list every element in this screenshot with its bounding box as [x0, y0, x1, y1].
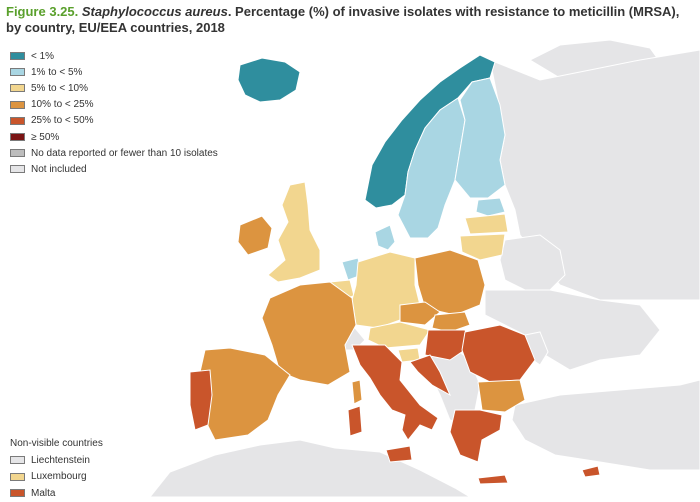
legend-swatch [10, 149, 25, 158]
region-portugal [189, 369, 213, 431]
legend-item-nodata: No data reported or fewer than 10 isolat… [10, 145, 218, 161]
region-poland [414, 249, 486, 316]
region-greece [449, 409, 503, 463]
region-lithuania [459, 233, 506, 261]
region-czechia [399, 301, 441, 326]
region-crete [477, 474, 509, 485]
region-italy [351, 344, 439, 441]
legend-swatch [10, 116, 25, 125]
non-visible-countries: Non-visible countries Liechtenstein Luxe… [10, 438, 103, 502]
region-austria [367, 321, 431, 349]
non-visible-label: Malta [31, 487, 56, 499]
non-visible-swatch [10, 472, 25, 481]
legend-swatch [10, 133, 25, 142]
legend-label: No data reported or fewer than 10 isolat… [31, 147, 218, 159]
legend-item-lt1: < 1% [10, 48, 218, 64]
region-bulgaria [477, 379, 526, 413]
non-visible-label: Liechtenstein [31, 454, 90, 466]
region-cyprus [581, 465, 601, 478]
non-visible-item: Luxembourg [10, 469, 103, 486]
legend-label: 5% to < 10% [31, 82, 88, 94]
non-visible-item: Liechtenstein [10, 452, 103, 469]
legend-item-10to25: 10% to < 25% [10, 97, 218, 113]
region-denmark [374, 224, 396, 251]
non-visible-swatch [10, 489, 25, 498]
legend-label: ≥ 50% [31, 131, 60, 143]
region-estonia [475, 197, 506, 217]
region-slovakia [431, 311, 471, 333]
figure-number: Figure 3.25. [6, 4, 79, 19]
legend-label: 25% to < 50% [31, 115, 94, 127]
legend-item-5to10: 5% to < 10% [10, 80, 218, 96]
figure-title: Figure 3.25. Staphylococcus aureus. Perc… [6, 4, 696, 36]
region-corsica [351, 379, 363, 405]
region-turkey [511, 379, 700, 471]
legend-swatch [10, 165, 25, 174]
legend-label: Not included [31, 163, 87, 175]
region-latvia [464, 213, 509, 235]
region-iceland [237, 57, 301, 103]
region-finland [454, 77, 506, 199]
legend-label: 1% to < 5% [31, 66, 83, 78]
region-ireland [237, 215, 273, 256]
non-visible-swatch [10, 456, 25, 465]
region-north-africa [149, 439, 471, 497]
region-sardinia [347, 405, 363, 437]
region-united-kingdom [267, 181, 321, 283]
legend-swatch [10, 84, 25, 93]
map-legend: < 1% 1% to < 5% 5% to < 10% 10% to < 25%… [10, 48, 218, 178]
legend-swatch [10, 52, 25, 61]
legend-label: < 1% [31, 50, 55, 62]
legend-item-ge50: ≥ 50% [10, 129, 218, 145]
region-croatia [409, 354, 452, 397]
legend-item-25to50: 25% to < 50% [10, 113, 218, 129]
legend-label: 10% to < 25% [31, 99, 94, 111]
figure-species: Staphylococcus aureus [81, 4, 228, 19]
region-hungary [424, 329, 473, 361]
legend-item-1to5: 1% to < 5% [10, 64, 218, 80]
region-france [261, 281, 357, 386]
legend-swatch [10, 100, 25, 109]
non-visible-title: Non-visible countries [10, 438, 103, 449]
legend-item-notincluded: Not included [10, 161, 218, 177]
legend-swatch [10, 68, 25, 77]
non-visible-item: Malta [10, 485, 103, 502]
non-visible-label: Luxembourg [31, 471, 87, 483]
region-sicily [385, 445, 413, 463]
figure-title-text: . Percentage (%) of invasive isolates wi… [6, 4, 680, 35]
region-ukraine [484, 289, 661, 371]
